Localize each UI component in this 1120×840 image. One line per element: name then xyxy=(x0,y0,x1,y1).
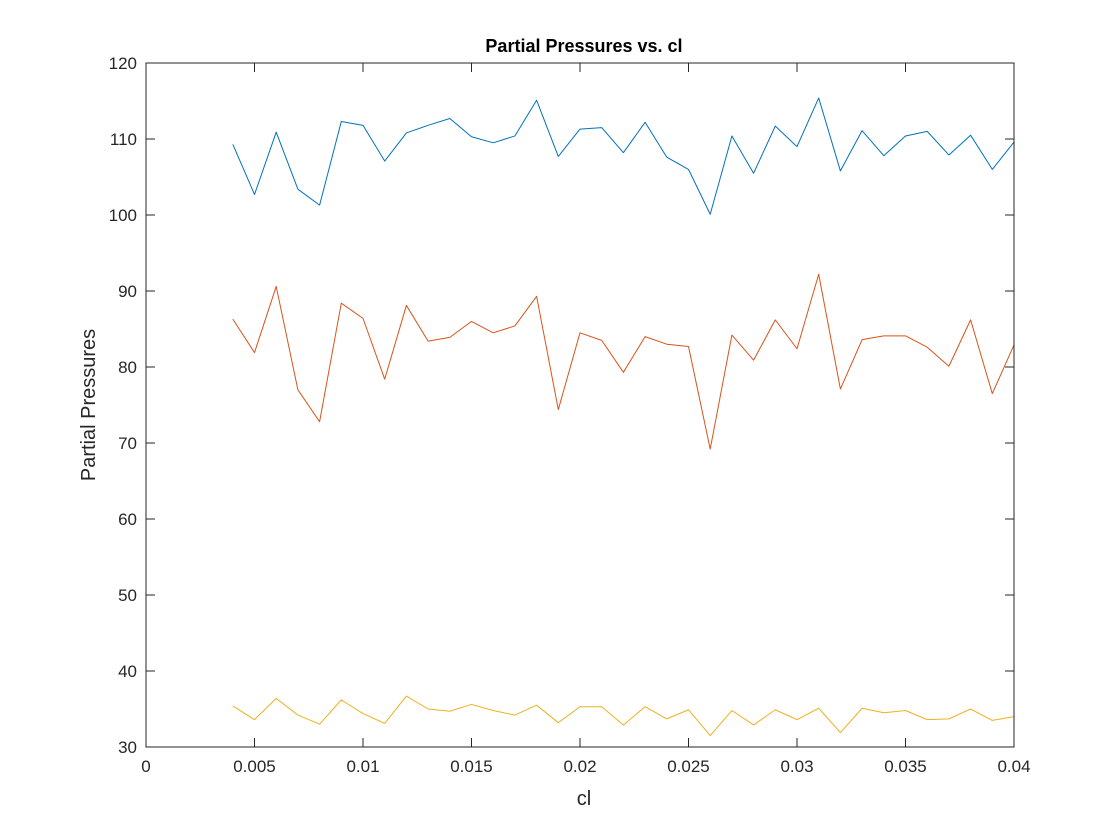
x-tick-label: 0.015 xyxy=(450,757,493,776)
y-tick-label: 110 xyxy=(110,130,137,149)
y-tick-label: 30 xyxy=(118,738,137,757)
series-line-2 xyxy=(232,273,1015,450)
y-axis-label: Partial Pressures xyxy=(78,329,100,481)
y-tick-label: 70 xyxy=(118,434,137,453)
x-tick-label: 0.025 xyxy=(667,757,710,776)
y-tick-label: 90 xyxy=(118,282,137,301)
x-tick-label: 0.005 xyxy=(233,757,276,776)
y-tick-label: 50 xyxy=(118,586,137,605)
x-tick-label: 0.04 xyxy=(997,757,1030,776)
y-tick-label: 120 xyxy=(109,54,137,73)
chart-title: Partial Pressures vs. cl xyxy=(485,36,682,56)
x-tick-label: 0.03 xyxy=(780,757,813,776)
y-tick-label: 60 xyxy=(118,510,137,529)
x-axis-label: cl xyxy=(577,788,591,810)
y-tick-label: 40 xyxy=(118,662,137,681)
series-line-1 xyxy=(232,97,1015,215)
plot-area: 0 0.005 0.01 0.015 0.02 0.025 0.03 0.035 0.04 30 4… xyxy=(109,54,1031,776)
y-tick-label: 80 xyxy=(118,358,137,377)
series-line-3 xyxy=(232,695,1015,737)
axes-frame xyxy=(145,62,1015,748)
x-tick-label: 0.01 xyxy=(346,757,379,776)
y-tick-label: 100 xyxy=(109,206,137,225)
x-tick-label: 0 xyxy=(141,757,150,776)
x-tick-label: 0.02 xyxy=(563,757,596,776)
x-tick-label: 0.035 xyxy=(884,757,927,776)
